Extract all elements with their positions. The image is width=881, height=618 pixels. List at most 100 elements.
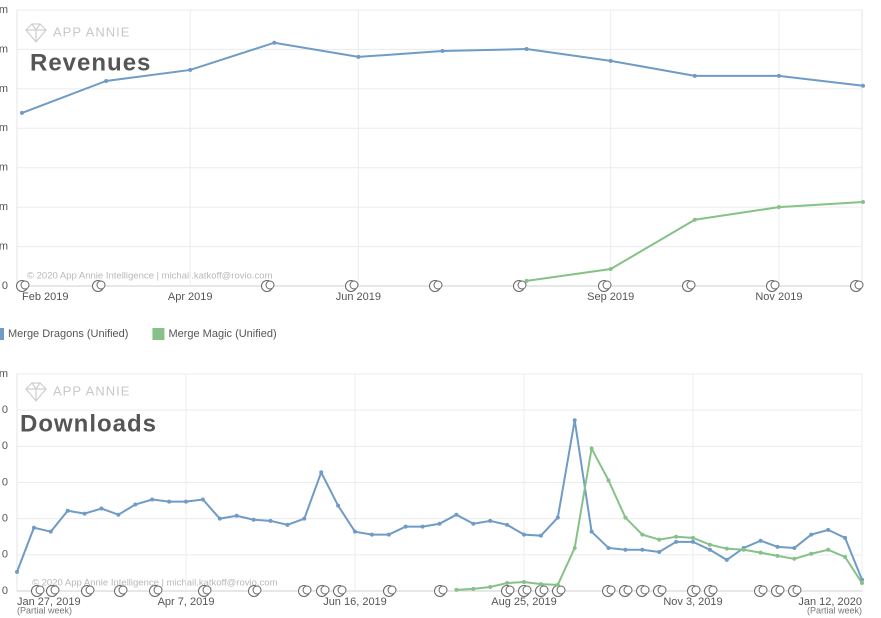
note-icon xyxy=(153,585,163,595)
chart-title: Revenues xyxy=(30,49,151,76)
data-point xyxy=(369,532,374,537)
data-point xyxy=(640,532,645,537)
data-point xyxy=(606,478,611,483)
data-point xyxy=(116,512,121,517)
data-point xyxy=(792,556,797,561)
data-point xyxy=(31,525,36,530)
note-icon xyxy=(602,280,612,290)
watermark-text: APP ANNIE xyxy=(53,383,130,398)
data-point xyxy=(674,539,679,544)
data-point xyxy=(319,470,324,475)
note-icon xyxy=(854,280,864,290)
data-point xyxy=(692,217,697,222)
data-point xyxy=(741,547,746,552)
x-tick-label: Nov 3, 2019 xyxy=(663,596,722,608)
note-icon xyxy=(202,585,212,595)
note-icon xyxy=(556,585,566,595)
watermark: APP ANNIE xyxy=(25,23,129,43)
data-point xyxy=(606,545,611,550)
data-point xyxy=(707,542,712,547)
note-icon xyxy=(349,280,359,290)
y-tick-label: 0 xyxy=(2,440,8,452)
note-icon xyxy=(35,585,45,595)
copyright: © 2020 App Annie Intelligence | michail.… xyxy=(27,271,273,282)
data-point xyxy=(471,586,476,591)
legend-swatch xyxy=(0,328,4,340)
y-tick-label: m xyxy=(0,4,8,16)
x-tick-label: Feb 2019 xyxy=(22,291,68,303)
data-point xyxy=(758,550,763,555)
data-point xyxy=(353,529,357,534)
note-icon xyxy=(657,585,667,595)
y-tick-label: m xyxy=(0,83,8,95)
y-tick-label: 0 xyxy=(2,549,8,561)
legend-swatch xyxy=(152,328,165,340)
data-point xyxy=(15,569,19,574)
data-point xyxy=(454,512,459,517)
data-point xyxy=(420,524,425,529)
data-point xyxy=(20,110,24,115)
data-point xyxy=(707,547,712,552)
data-point xyxy=(285,522,290,527)
y-tick-label: 0 xyxy=(2,585,8,597)
data-point xyxy=(843,555,848,560)
data-point xyxy=(522,579,526,584)
note-icon xyxy=(85,585,95,595)
data-point xyxy=(336,503,341,508)
data-point xyxy=(657,549,662,554)
data-point xyxy=(133,502,138,507)
note-icon xyxy=(539,585,549,595)
copyright: © 2020 App Annie Intelligence | michail.… xyxy=(32,578,278,589)
data-point xyxy=(188,67,193,72)
note-icon xyxy=(775,585,785,595)
data-point xyxy=(640,547,645,552)
data-point xyxy=(860,581,864,586)
y-tick-label: 0 xyxy=(2,476,8,488)
note-icon xyxy=(265,280,275,290)
data-point xyxy=(104,78,109,83)
x-tick-label: Sep 2019 xyxy=(587,291,634,303)
note-icon xyxy=(623,585,633,595)
data-point xyxy=(268,518,273,523)
data-point xyxy=(809,532,814,537)
data-point xyxy=(524,278,529,283)
data-point xyxy=(572,545,577,550)
data-point xyxy=(608,267,613,272)
data-point xyxy=(524,47,529,52)
note-icon xyxy=(792,585,802,595)
y-tick-label: m xyxy=(0,240,8,252)
watermark: APP ANNIE xyxy=(25,382,130,402)
data-point xyxy=(184,499,188,504)
y-tick-label: 0 xyxy=(2,513,8,525)
note-icon xyxy=(708,585,718,595)
data-point xyxy=(809,551,814,556)
data-point xyxy=(99,506,104,511)
data-point xyxy=(758,538,763,543)
data-point xyxy=(861,200,865,205)
note-icon xyxy=(337,585,347,595)
data-point xyxy=(623,515,628,520)
y-tick-label: 0 xyxy=(2,280,8,292)
legend-label: Merge Magic (Unified) xyxy=(168,328,276,340)
note-icon xyxy=(517,280,527,290)
series-line xyxy=(526,201,864,282)
data-point xyxy=(217,516,222,521)
data-point xyxy=(251,517,256,522)
data-point xyxy=(167,499,172,504)
data-point xyxy=(724,546,729,551)
x-tick-label: Jun 16, 2019 xyxy=(323,596,387,608)
note-icon xyxy=(252,585,262,595)
data-point xyxy=(691,535,695,540)
note-icon xyxy=(640,585,650,595)
watermark-logo xyxy=(25,382,47,402)
x-tick-label: Jan 12, 2020 xyxy=(798,596,862,608)
note-icon xyxy=(522,585,532,595)
data-point xyxy=(82,511,87,516)
data-point xyxy=(623,547,628,552)
series-line xyxy=(16,420,863,581)
data-point xyxy=(403,524,408,529)
watermark-logo xyxy=(25,23,47,43)
data-point xyxy=(674,534,679,539)
data-point xyxy=(657,537,662,542)
data-point xyxy=(440,49,445,54)
